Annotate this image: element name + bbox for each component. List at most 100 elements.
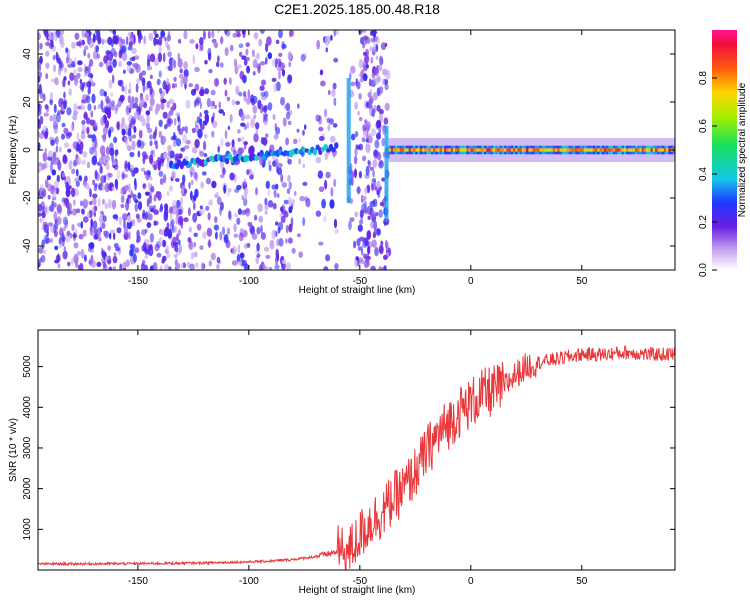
y-tick-label: 5000: [22, 355, 33, 378]
spectrogram-noise-cell: [371, 108, 376, 118]
spectrogram-noise-cell: [127, 183, 131, 193]
carrier-cell: [331, 147, 336, 153]
spectrogram-noise-cell: [166, 190, 170, 197]
spectrogram-noise-cell: [287, 237, 293, 244]
spectrogram-noise-cell: [44, 104, 49, 110]
spectrogram-noise-cell: [101, 107, 107, 113]
spectrogram-noise-cell: [206, 97, 211, 108]
spectrogram-noise-cell: [358, 59, 363, 69]
carrier-core: [599, 148, 602, 152]
spectrogram-noise-cell: [126, 197, 130, 204]
spectrogram-noise-cell: [104, 202, 108, 210]
carrier-core: [439, 148, 442, 152]
spectrogram-noise-cell: [237, 208, 242, 216]
spectrogram-noise-cell: [172, 140, 177, 148]
colorbar-label: Normalized spectral amplitude: [737, 82, 748, 217]
spectrogram-noise-cell: [357, 110, 360, 117]
spectrogram-noise-cell: [194, 262, 199, 268]
spectrogram-cells: [38, 30, 675, 270]
spectrogram-noise-cell: [370, 37, 375, 43]
spectrogram-noise-cell: [368, 78, 372, 87]
spectrogram-noise-cell: [374, 66, 378, 76]
spectrogram-noise-cell: [52, 113, 57, 123]
spectrogram-noise-cell: [121, 128, 126, 136]
spectrogram-noise-cell: [378, 209, 384, 218]
spectrogram-noise-cell: [45, 62, 50, 69]
spectrogram-noise-cell: [237, 148, 242, 155]
spectrogram-noise-cell: [158, 170, 164, 177]
snr-x-axis-label: Height of straight line (km): [299, 585, 416, 596]
spectrogram-noise-cell: [50, 139, 55, 146]
spectrogram-noise-cell: [372, 91, 378, 101]
spectrogram-noise-cell: [120, 122, 124, 131]
spectrogram-noise-cell: [183, 145, 190, 150]
spectrogram-noise-cell: [260, 224, 263, 234]
spectrogram-noise-cell: [370, 265, 376, 270]
spectrogram-noise-cell: [371, 239, 377, 248]
spectrogram-noise-cell: [67, 261, 71, 267]
spectrogram-noise-cell: [188, 207, 191, 217]
colorbar-tick-label: 0.6: [698, 119, 709, 133]
spectrogram-noise-cell: [48, 43, 55, 49]
spectrogram-noise-cell: [268, 266, 272, 270]
spectrogram-noise-cell: [194, 138, 200, 149]
spectrogram-noise-cell: [231, 260, 238, 266]
spectrogram-noise-cell: [281, 43, 287, 49]
spectrogram-noise-cell: [215, 191, 219, 198]
carrier-core: [552, 148, 556, 152]
spectrogram-noise-cell: [377, 152, 382, 161]
spectrogram-noise-cell: [70, 187, 76, 198]
spectrogram-noise-cell: [70, 257, 74, 266]
spectrogram-noise-cell: [85, 95, 91, 104]
spectrogram-noise-cell: [119, 263, 123, 270]
spectrogram-noise-cell: [66, 230, 71, 237]
carrier-core: [473, 148, 476, 152]
carrier-core: [619, 148, 622, 152]
spectrogram-noise-cell: [38, 65, 42, 72]
spectrogram-noise-cell: [43, 234, 49, 245]
spectrogram-noise-cell: [121, 170, 125, 181]
spectrogram-noise-cell: [231, 99, 236, 106]
carrier-core: [499, 148, 502, 152]
spectrogram-noise-cell: [112, 266, 117, 270]
spectrogram-noise-cell: [360, 212, 363, 222]
carrier-core: [663, 148, 667, 152]
spectrogram-noise-cell: [83, 254, 87, 262]
spectrogram-noise-cell: [82, 151, 88, 158]
carrier-core: [521, 148, 525, 152]
spectrogram-noise-cell: [93, 233, 99, 240]
spectrogram-noise-cell: [89, 73, 94, 79]
spectrogram-noise-cell: [199, 150, 205, 157]
spectrogram-noise-cell: [383, 265, 387, 270]
spectrogram-noise-cell: [220, 201, 224, 211]
spectrogram-noise-cell: [93, 104, 97, 111]
spectrogram-noise-cell: [357, 224, 363, 232]
spectrogram-noise-cell: [194, 83, 200, 92]
spectrogram-noise-cell: [200, 43, 204, 52]
spectrogram-noise-cell: [166, 77, 170, 86]
chart-title: C2E1.2025.185.00.48.R18: [274, 1, 440, 17]
spectrogram-noise-cell: [132, 194, 137, 202]
spectrogram-noise-cell: [362, 30, 367, 33]
spectrogram-noise-cell: [124, 84, 128, 95]
spectrogram-noise-cell: [218, 109, 224, 114]
spectrogram-noise-cell: [279, 212, 283, 218]
spectrogram-noise-cell: [164, 36, 167, 42]
spectrogram-noise-cell: [245, 42, 250, 48]
spectrogram-noise-cell: [267, 188, 271, 197]
spectrogram-noise-cell: [49, 98, 53, 106]
spectrogram-noise-cell: [203, 140, 207, 151]
spectrogram-noise-cell: [97, 237, 102, 242]
spectrogram-noise-cell: [368, 104, 373, 110]
spectrogram-noise-cell: [356, 81, 361, 90]
spectrogram-noise-cell: [112, 74, 115, 84]
carrier-core: [635, 148, 638, 152]
spectrogram-noise-cell: [275, 126, 281, 135]
spectrogram-noise-cell: [108, 53, 112, 59]
spectrogram-noise-cell: [173, 76, 177, 82]
spectrogram-noise-cell: [86, 117, 91, 125]
carrier-core: [417, 148, 420, 152]
spectrogram-noise-cell: [171, 225, 175, 234]
spectrogram-noise-cell: [203, 109, 209, 115]
